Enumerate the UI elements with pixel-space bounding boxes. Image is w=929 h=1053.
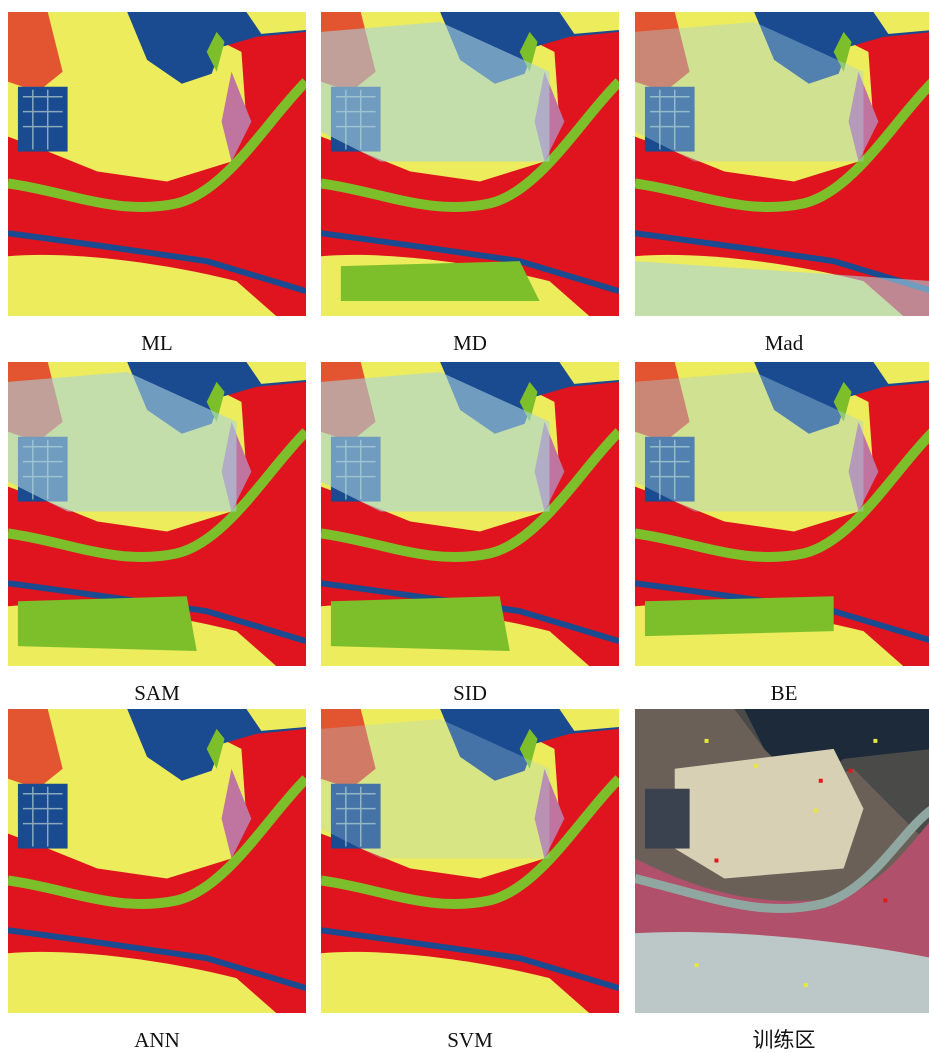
classification-map [635,362,929,666]
caption: MD [321,330,619,356]
panel: 训练区 [635,709,929,1053]
panel: ANN [8,709,306,1053]
caption: ML [8,330,306,356]
panel: SVM [321,709,619,1053]
caption: SID [321,680,619,706]
panel: SAM [8,362,306,706]
classification-map [8,362,306,666]
classification-map [8,709,306,1013]
panel: ML [8,12,306,356]
classification-map [8,12,306,316]
classification-map [321,12,619,316]
classification-map [635,12,929,316]
panel: Mad [635,12,929,356]
caption: ANN [8,1027,306,1053]
caption: SAM [8,680,306,706]
classification-map [321,362,619,666]
classification-map [321,709,619,1013]
page: ML MD Mad SAM SID BE ANN SVM 训练区 (() => … [0,0,929,1044]
panel: BE [635,362,929,706]
training-image [635,709,929,1013]
caption: 训练区 [635,1027,929,1053]
panel: SID [321,362,619,706]
caption: BE [635,680,929,706]
caption: Mad [635,330,929,356]
caption: SVM [321,1027,619,1053]
panel: MD [321,12,619,356]
